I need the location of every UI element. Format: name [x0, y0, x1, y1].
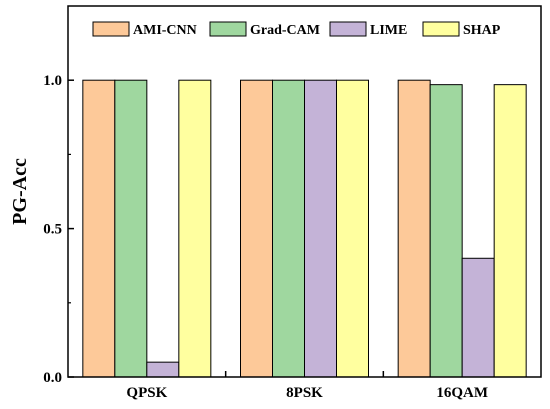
plot-frame: [67, 5, 542, 378]
bar-lime-16qam: [461, 257, 495, 378]
bar-shap-16qam: [493, 84, 527, 378]
legend-swatch-ami-cnn: [92, 21, 130, 37]
bar-ami-cnn-qpsk: [82, 79, 116, 378]
bar-grad-cam-8psk: [272, 79, 305, 378]
y-tick-label: 1.0: [43, 73, 62, 89]
bar-shap-8psk: [336, 79, 369, 378]
y-axis: 0.0 0.5 1.0: [43, 73, 74, 386]
x-axis: QPSK 8PSK 16QAM: [126, 371, 488, 401]
x-tick-label: QPSK: [126, 385, 167, 401]
bar-ami-cnn-16qam: [397, 79, 431, 378]
legend-label: LIME: [370, 23, 407, 38]
y-tick-label: 0.5: [43, 222, 62, 238]
y-axis-title: PG-Acc: [9, 158, 31, 225]
bar-ami-cnn-8psk: [240, 79, 273, 378]
legend-swatch-shap: [422, 21, 460, 37]
legend-label: SHAP: [463, 23, 501, 38]
legend-label: Grad-CAM: [250, 23, 320, 38]
bar-lime-8psk: [304, 79, 337, 378]
bars-group: [82, 79, 527, 378]
y-tick-label: 0.0: [43, 370, 62, 386]
bar-grad-cam-16qam: [429, 84, 463, 378]
legend-swatch-lime: [329, 21, 367, 37]
legend-label: AMI-CNN: [133, 23, 197, 38]
bar-grad-cam-qpsk: [114, 79, 148, 378]
bar-lime-qpsk: [146, 361, 180, 378]
x-tick-label: 16QAM: [436, 385, 488, 401]
bar-shap-qpsk: [178, 79, 212, 378]
legend: AMI-CNN Grad-CAM LIME SHAP: [92, 21, 501, 38]
x-tick-label: 8PSK: [286, 385, 323, 401]
legend-swatch-grad-cam: [209, 21, 247, 37]
